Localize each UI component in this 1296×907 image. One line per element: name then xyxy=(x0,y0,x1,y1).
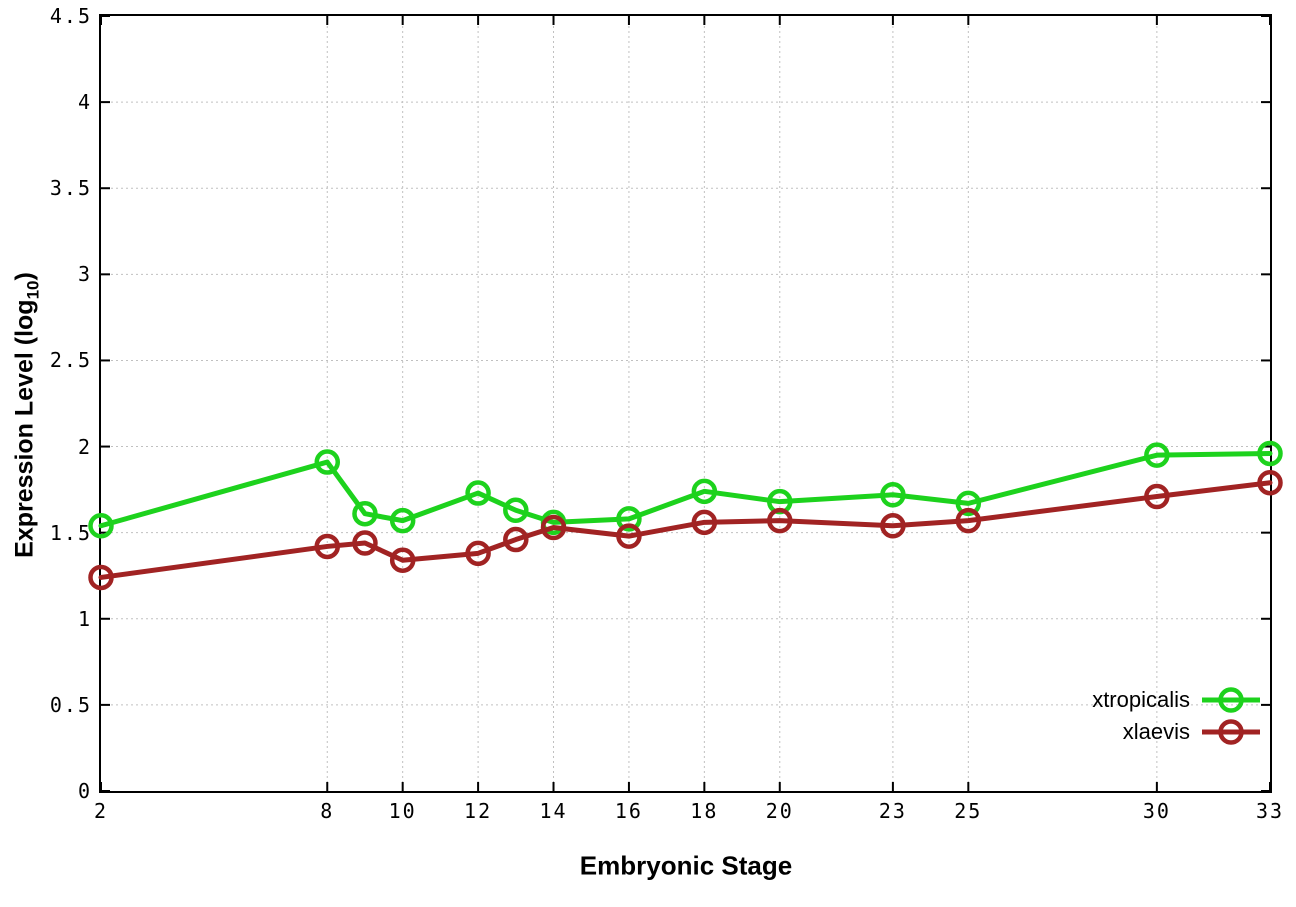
data-point-xlaevis-stage-2 xyxy=(88,564,114,591)
x-tick-label-10: 10 xyxy=(388,799,417,823)
data-point-xtropicalis-stage-8 xyxy=(314,449,341,475)
legend-sample-xlaevis xyxy=(1202,719,1260,745)
x-axis-title: Embryonic Stage xyxy=(579,850,793,881)
x-tick-label-14: 14 xyxy=(539,799,568,823)
data-point-xlaevis-stage-13 xyxy=(503,526,529,553)
x-tick-label-18: 18 xyxy=(690,799,719,823)
y-tick-label-4: 4 xyxy=(77,90,92,115)
y-tick-label-1: 1 xyxy=(77,606,92,631)
data-point-xtropicalis-stage-16 xyxy=(616,506,642,532)
y-tick-label-0.5: 0.5 xyxy=(49,692,92,717)
x-tick-label-16: 16 xyxy=(614,799,643,823)
y-tick-label-4.5: 4.5 xyxy=(49,4,92,28)
data-point-xlaevis-stage-16 xyxy=(616,523,642,549)
y-tick-label-3: 3 xyxy=(77,262,92,287)
x-tick-label-25: 25 xyxy=(954,799,983,823)
series-line-xtropicalis xyxy=(98,450,1273,529)
data-point-xlaevis-stage-20 xyxy=(767,507,793,534)
legend-label-xtropicalis: xtropicalis xyxy=(1092,687,1190,712)
y-tick-label-0: 0 xyxy=(77,779,92,803)
data-point-xtropicalis-stage-13 xyxy=(503,497,529,524)
y-tick-label-2: 2 xyxy=(77,434,92,459)
data-point-xlaevis-stage-12 xyxy=(465,540,491,567)
x-tick-label-2: 2 xyxy=(93,799,109,823)
y-tick-label-3.5: 3.5 xyxy=(49,176,92,201)
y-axis-title: Expression Level (log10) xyxy=(11,272,44,558)
x-tick-label-20: 20 xyxy=(765,799,794,823)
data-point-xlaevis-stage-23 xyxy=(880,513,906,539)
data-point-xtropicalis-stage-9 xyxy=(352,500,378,527)
data-point-xtropicalis-stage-10 xyxy=(389,507,416,534)
data-point-xtropicalis-stage-2 xyxy=(88,513,114,539)
data-point-xtropicalis-stage-33 xyxy=(1257,440,1283,467)
data-point-xlaevis-stage-8 xyxy=(314,533,341,560)
data-point-xtropicalis-stage-18 xyxy=(691,478,718,505)
legend: xtropicalis xlaevis xyxy=(1092,684,1260,748)
data-point-xlaevis-stage-18 xyxy=(691,509,718,536)
data-point-xlaevis-stage-9 xyxy=(352,530,378,556)
data-point-xlaevis-stage-10 xyxy=(389,547,416,573)
legend-row-xtropicalis: xtropicalis xyxy=(1092,684,1260,716)
data-point-xtropicalis-stage-25 xyxy=(955,490,982,517)
plot-svg xyxy=(88,15,1283,792)
legend-sample-marker-xtropicalis xyxy=(1218,687,1244,713)
y-tick-label-1.5: 1.5 xyxy=(49,520,92,545)
data-point-xtropicalis-stage-12 xyxy=(465,480,491,506)
data-point-xtropicalis-stage-23 xyxy=(880,482,906,508)
data-point-xlaevis-stage-25 xyxy=(955,507,982,534)
data-point-xlaevis-stage-14 xyxy=(540,514,567,541)
x-tick-label-12: 12 xyxy=(464,799,493,823)
legend-row-xlaevis: xlaevis xyxy=(1092,716,1260,748)
data-point-xlaevis-stage-30 xyxy=(1144,483,1170,510)
legend-sample-marker-xlaevis xyxy=(1218,719,1244,745)
x-tick-label-30: 30 xyxy=(1142,799,1171,823)
x-tick-label-8: 8 xyxy=(320,799,335,823)
data-point-xtropicalis-stage-30 xyxy=(1144,442,1170,468)
y-tick-label-2.5: 2.5 xyxy=(49,348,92,373)
legend-label-xlaevis: xlaevis xyxy=(1122,719,1190,744)
x-tick-label-33: 33 xyxy=(1255,799,1285,823)
x-tick-label-23: 23 xyxy=(878,799,907,823)
legend-sample-xtropicalis xyxy=(1202,687,1260,713)
plot-area xyxy=(88,14,1283,793)
data-point-xlaevis-stage-33 xyxy=(1257,469,1283,496)
